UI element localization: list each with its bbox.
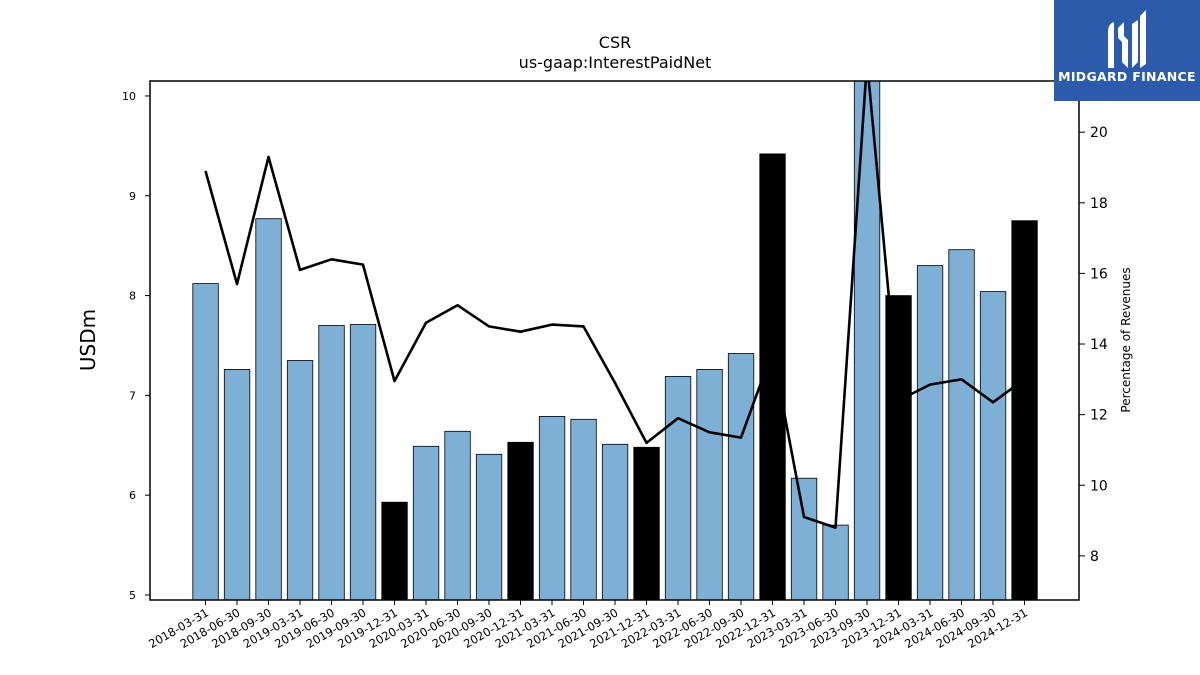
bar <box>286 360 314 600</box>
bar <box>192 283 219 600</box>
y-right-tick-label: 8 <box>1090 549 1099 565</box>
bar <box>601 443 629 600</box>
y-right-tick-label: 20 <box>1090 125 1108 141</box>
right-y-axis: 8 10 12 14 16 18 20 <box>1079 125 1108 565</box>
y-tick-label: 7 <box>129 389 136 402</box>
y-axis-label-left: USDm <box>76 308 100 372</box>
bar <box>444 430 471 600</box>
bar <box>507 441 534 600</box>
bar <box>948 249 975 600</box>
chart-title: CSR <box>598 33 632 52</box>
y-right-tick-label: 10 <box>1090 478 1108 494</box>
y-right-tick-label: 12 <box>1090 408 1108 424</box>
x-axis: 2018-03-312018-06-302018-09-302019-03-31… <box>146 600 1030 651</box>
y-tick-label: 10 <box>122 90 136 103</box>
bar <box>475 453 503 600</box>
bar <box>790 477 818 600</box>
y-axis-label-right: Percentage of Revenues <box>1119 267 1133 413</box>
bar <box>570 418 597 600</box>
chart-subtitle: us-gaap:InterestPaidNet <box>518 53 712 72</box>
series-line <box>204 81 1026 529</box>
bar <box>979 291 1007 600</box>
logo-text: MIDGARD FINANCE <box>1058 69 1196 84</box>
bar <box>916 265 944 600</box>
bar <box>1011 220 1038 600</box>
bar-series <box>192 81 1038 600</box>
line-series <box>204 81 1026 529</box>
y-tick-label: 6 <box>129 489 136 502</box>
bar <box>822 524 849 600</box>
y-tick-label: 8 <box>129 290 136 303</box>
bar <box>633 446 660 600</box>
bar <box>885 295 912 600</box>
bar <box>318 325 345 600</box>
y-tick-label: 9 <box>129 190 136 203</box>
bar <box>223 368 251 600</box>
bar <box>538 415 566 600</box>
y-tick-label: 5 <box>129 589 136 602</box>
bar <box>349 324 377 600</box>
bar <box>255 218 282 600</box>
logo-mark-icon <box>1108 10 1146 68</box>
brand-logo: MIDGARD FINANCE <box>1054 0 1200 101</box>
bar <box>412 445 440 600</box>
bar <box>381 501 408 600</box>
y-right-tick-label: 14 <box>1090 337 1108 353</box>
bar <box>853 81 881 600</box>
bar <box>664 375 692 600</box>
bar <box>727 353 755 600</box>
y-right-tick-label: 16 <box>1090 266 1108 282</box>
left-y-axis: 5 6 7 8 9 10 <box>122 90 150 602</box>
y-right-tick-label: 18 <box>1090 196 1108 212</box>
bar <box>696 368 723 600</box>
